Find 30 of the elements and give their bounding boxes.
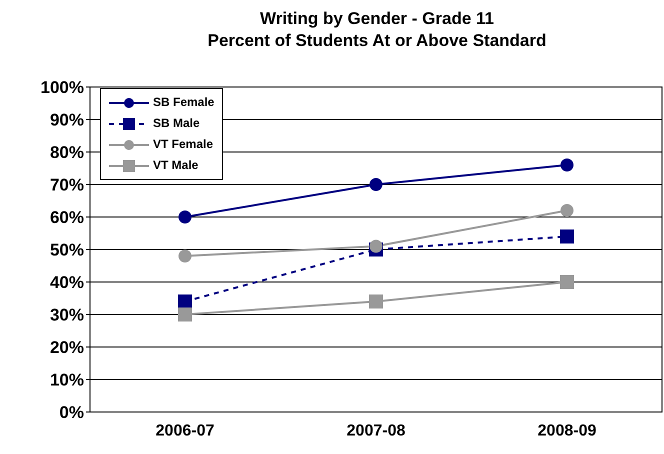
chart-title: Writing by Gender - Grade 11 Percent of Students At or Above Standard — [206, 8, 548, 52]
legend-label: VT Male — [153, 157, 198, 174]
point — [178, 308, 192, 322]
y-tick-label: 80% — [50, 143, 84, 162]
y-tick-label: 10% — [50, 370, 84, 390]
point — [560, 275, 574, 289]
y-tick-label: 0% — [59, 403, 84, 422]
y-tick-label: 90% — [50, 110, 84, 130]
y-tick-label: 30% — [50, 306, 84, 325]
legend-label: SB Female — [153, 94, 214, 111]
y-tick-label: 70% — [50, 176, 84, 195]
point — [560, 158, 574, 172]
legend-label: SB Male — [153, 115, 200, 132]
x-tick-label: 2006-07 — [156, 422, 214, 440]
x-tick-label: 2007-08 — [346, 422, 406, 440]
y-tick-label: 100% — [40, 78, 84, 98]
point — [560, 204, 574, 217]
point — [178, 210, 192, 224]
y-tick-label: 50% — [50, 240, 84, 260]
y-tick-label: 20% — [50, 338, 84, 358]
legend-label: VT Female — [153, 136, 214, 153]
y-tick-label: 60% — [50, 208, 84, 228]
point — [178, 250, 192, 262]
point — [370, 240, 382, 253]
point — [370, 178, 382, 191]
point — [560, 230, 574, 244]
x-tick-label: 2008-09 — [538, 422, 596, 440]
point — [369, 294, 383, 308]
point — [178, 294, 192, 308]
y-tick-label: 40% — [50, 273, 84, 292]
